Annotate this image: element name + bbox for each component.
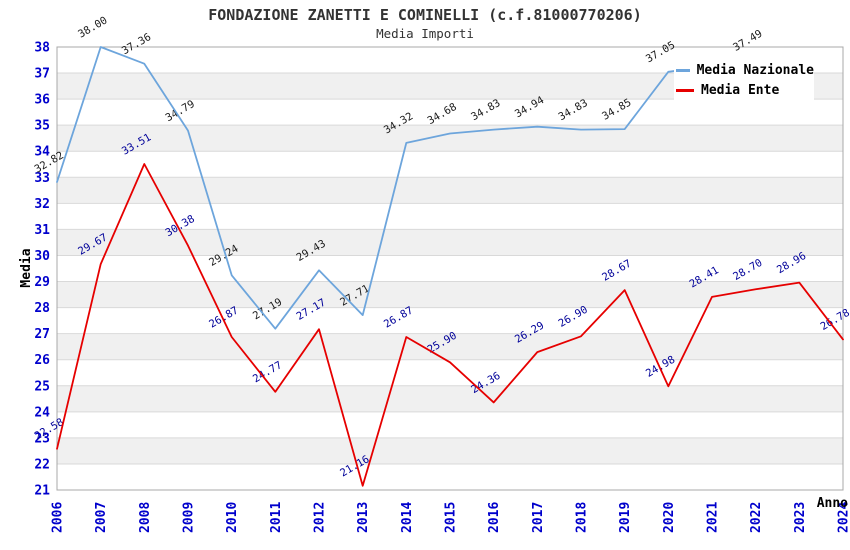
x-tick-label: 2020 (662, 502, 677, 533)
chart-legend: Media Nazionale Media Ente (674, 57, 814, 103)
y-tick-label: 31 (34, 223, 50, 238)
x-tick-label: 2017 (531, 502, 546, 533)
y-tick-label: 34 (34, 145, 50, 160)
x-tick-label: 2023 (793, 502, 808, 533)
x-tick-label: 2024 (837, 502, 850, 533)
legend-item-media-nazionale: Media Nazionale (676, 62, 814, 78)
plot-background (57, 47, 843, 490)
x-tick-label: 2015 (444, 502, 459, 533)
y-tick-label: 35 (34, 119, 50, 134)
x-tick-label: 2009 (182, 502, 197, 533)
y-tick-label: 22 (34, 457, 50, 472)
alt-band (57, 333, 843, 360)
x-tick-label: 2011 (269, 502, 284, 533)
plot-border (56, 46, 844, 491)
legend-item-media-ente: Media Ente (676, 82, 814, 98)
legend-label-media-ente: Media Ente (701, 82, 780, 98)
legend-marker-media-nazionale-icon (676, 68, 690, 72)
legend-label-media-nazionale: Media Nazionale (696, 62, 814, 78)
chart-title: FONDAZIONE ZANETTI E COMINELLI (c.f.8100… (208, 6, 642, 24)
y-tick-label: 38 (34, 41, 50, 56)
alt-band (57, 281, 843, 308)
y-tick-label: 27 (34, 327, 50, 342)
y-tick-label: 26 (34, 353, 50, 368)
series-line-media-ente (56, 163, 844, 487)
x-tick-label: 2010 (225, 502, 240, 533)
legend-marker-media-ente-icon (676, 88, 694, 92)
x-tick-label: 2007 (94, 502, 109, 533)
y-tick-label: 21 (34, 484, 50, 499)
alt-band (57, 437, 843, 464)
x-tick-label: 2021 (706, 502, 721, 533)
y-tick-label: 36 (34, 93, 50, 108)
alt-band (57, 177, 843, 204)
x-tick-label: 2022 (749, 502, 764, 533)
y-tick-label: 30 (34, 249, 50, 264)
y-tick-label: 29 (34, 275, 50, 290)
y-tick-label: 32 (34, 197, 50, 212)
y-tick-label: 24 (34, 405, 50, 420)
x-tick-label: 2012 (313, 502, 328, 533)
y-tick-label: 23 (34, 431, 50, 446)
series-line-media-nazionale (56, 46, 757, 330)
alt-band (57, 125, 843, 152)
x-tick-label: 2013 (356, 502, 371, 533)
y-tick-label: 33 (34, 171, 50, 186)
y-axis-title: Media (19, 248, 34, 287)
y-tick-label: 25 (34, 379, 50, 394)
x-tick-label: 2018 (575, 502, 590, 533)
chart-subtitle: Media Importi (376, 26, 474, 41)
point-label-media-nazionale: 38.00 (76, 14, 109, 40)
x-tick-label: 2008 (138, 502, 153, 533)
alt-band (57, 385, 843, 412)
x-tick-label: 2016 (487, 502, 502, 533)
x-tick-label: 2014 (400, 502, 415, 533)
y-tick-label: 28 (34, 301, 50, 316)
x-tick-label: 2019 (618, 502, 633, 533)
y-tick-label: 37 (34, 67, 50, 82)
alt-band (57, 229, 843, 256)
x-tick-label: 2006 (51, 502, 66, 533)
x-axis-title: Anno (817, 496, 848, 511)
